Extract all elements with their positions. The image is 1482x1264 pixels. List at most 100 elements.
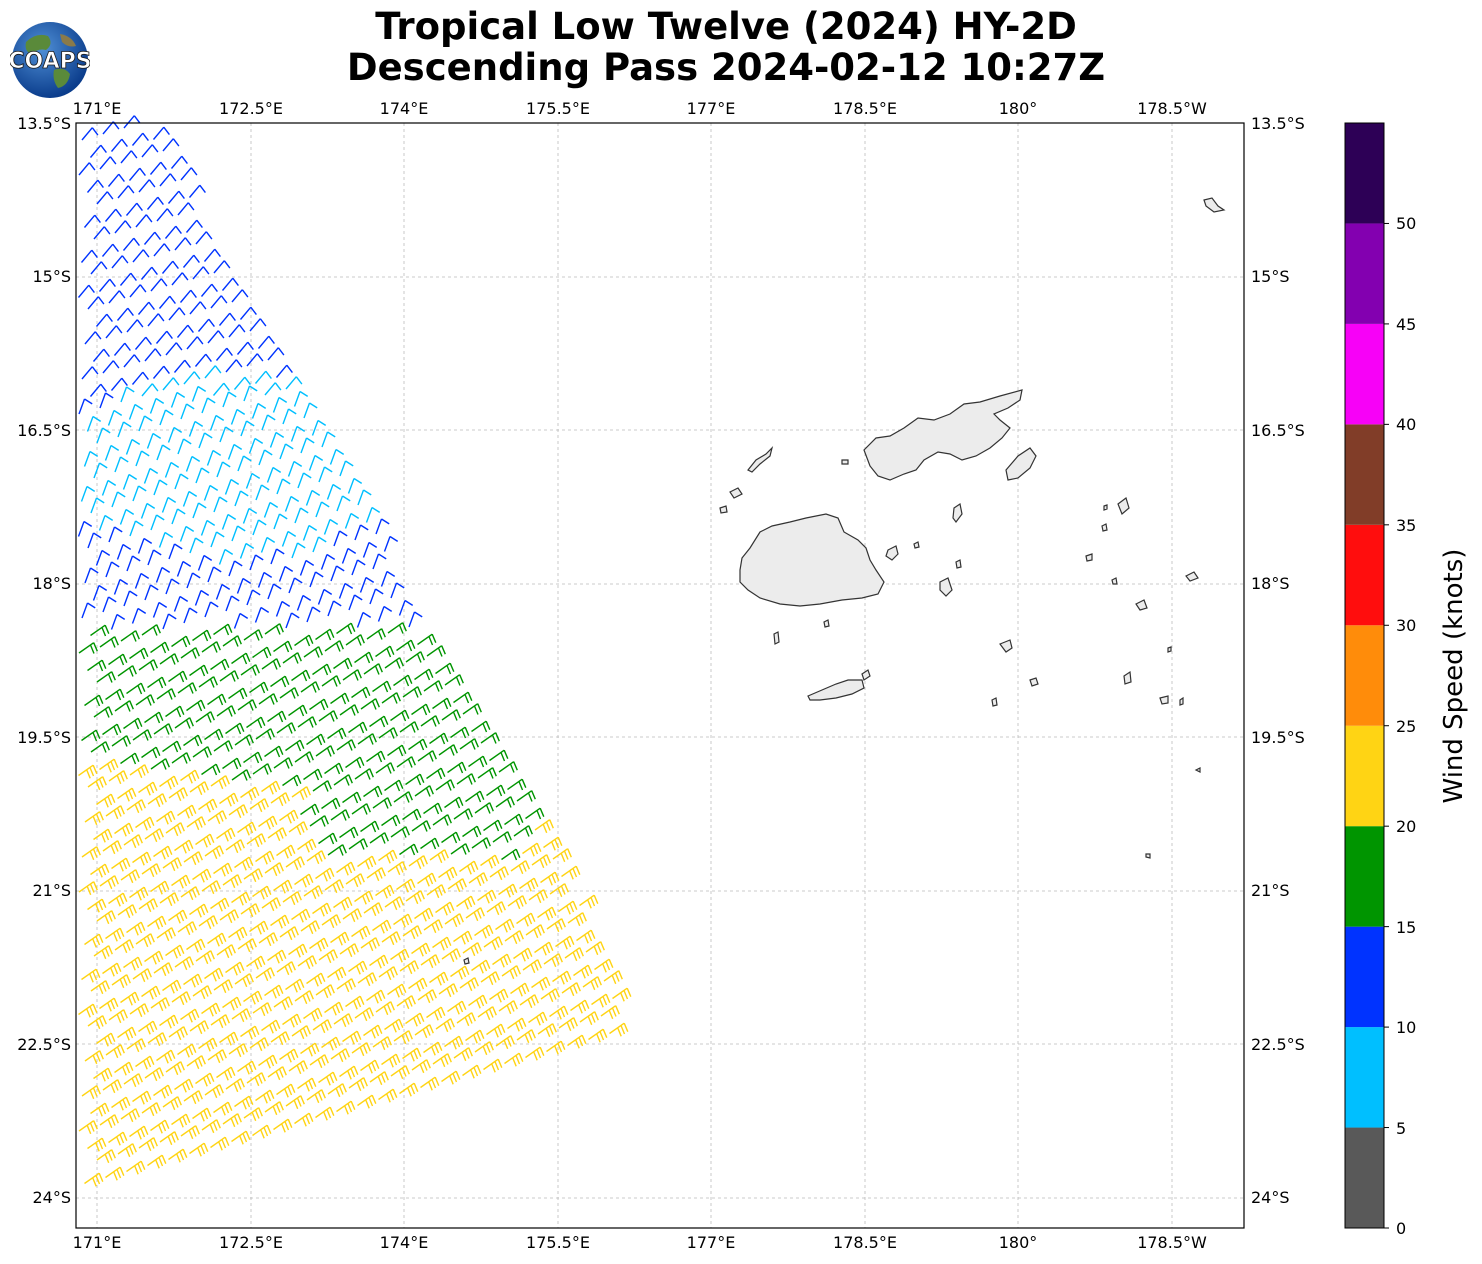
wind-barb — [108, 1009, 128, 1024]
wind-barb — [441, 709, 461, 721]
wind-barb — [210, 775, 230, 790]
wind-barb — [326, 483, 342, 500]
wind-barb — [234, 973, 254, 988]
wind-barb — [93, 1067, 113, 1082]
wind-barb — [219, 1031, 239, 1046]
colorbar-tick-label: 15 — [1396, 918, 1416, 937]
wind-barb — [423, 1041, 443, 1056]
wind-barb — [483, 936, 503, 951]
wind-barb — [330, 692, 350, 705]
wind-barb — [312, 780, 332, 792]
wind-barb — [81, 729, 101, 742]
wind-barb — [206, 449, 222, 466]
wind-barb — [477, 889, 497, 904]
wind-barb — [119, 272, 137, 286]
wind-barb — [318, 949, 338, 964]
wind-barb — [327, 727, 347, 740]
wind-barb — [263, 501, 279, 518]
wind-barb — [579, 894, 599, 909]
wind-barb — [213, 623, 233, 636]
wind-barb — [129, 520, 144, 537]
wind-barb — [378, 727, 398, 739]
wind-barb — [309, 1054, 329, 1069]
wind-barb — [384, 1018, 404, 1033]
wind-barb — [236, 341, 254, 355]
wind-barb — [294, 1112, 314, 1127]
wind-barb — [195, 467, 210, 484]
wind-barb — [228, 687, 248, 700]
wind-barb — [405, 773, 425, 786]
wind-barb — [201, 1002, 221, 1017]
wind-barb — [254, 370, 272, 384]
wind-barb — [309, 815, 329, 827]
small-islands — [463, 197, 1226, 965]
taveuni-island — [1005, 447, 1037, 481]
wind-barb — [498, 1000, 518, 1015]
wind-barb — [150, 997, 170, 1012]
wind-barb — [204, 1084, 224, 1099]
wind-barb — [327, 844, 347, 856]
wind-barb — [459, 860, 479, 875]
wind-barb — [252, 885, 272, 900]
wind-barb — [192, 1107, 212, 1122]
wind-barb — [213, 1101, 233, 1116]
wind-barb — [240, 786, 260, 801]
wind-barb — [414, 1024, 434, 1039]
wind-barb — [222, 874, 242, 889]
coaps-logo: COAPS — [10, 22, 90, 98]
wind-barb — [219, 792, 239, 807]
wind-barb — [78, 162, 96, 176]
wind-barb — [189, 664, 209, 677]
wind-barb — [132, 1090, 152, 1105]
land-layer — [463, 197, 1226, 965]
kadavu-island — [807, 669, 871, 701]
wind-barb — [225, 595, 240, 612]
wind-barb — [99, 156, 117, 170]
wind-barb — [162, 740, 182, 753]
wind-barb — [333, 530, 348, 547]
wind-barb — [225, 1078, 245, 1093]
wind-barb — [174, 237, 192, 251]
wind-barb — [501, 965, 521, 980]
colorbar-tick-label: 30 — [1396, 616, 1416, 635]
wind-barb — [147, 1032, 167, 1047]
wind-barb — [161, 496, 177, 513]
wind-barb — [153, 1084, 173, 1099]
wind-barb — [441, 948, 461, 963]
wind-barb — [468, 994, 488, 1009]
lon-label-bottom: 174°E — [380, 1233, 429, 1252]
wind-barb — [348, 960, 368, 975]
wind-barb — [269, 431, 285, 448]
wind-barb — [377, 605, 393, 622]
wind-barb — [126, 319, 144, 333]
wind-barb — [138, 659, 158, 671]
wind-barb — [180, 167, 198, 181]
wind-barb — [380, 570, 396, 587]
wind-barb — [354, 651, 374, 664]
wind-barb — [480, 854, 500, 869]
wind-barb — [399, 721, 419, 733]
vanua-levu-island — [863, 389, 1023, 481]
wind-barb — [402, 686, 422, 698]
wind-barb — [246, 353, 264, 367]
lat-label-left: 24°S — [32, 1188, 71, 1207]
wind-barb — [270, 914, 290, 929]
wind-barb — [234, 490, 249, 507]
wind-barb — [198, 915, 218, 930]
wind-barb — [375, 518, 390, 535]
wind-barb — [164, 461, 180, 478]
wind-barb — [207, 810, 227, 825]
wind-barb — [225, 359, 243, 373]
wind-barb — [198, 432, 213, 449]
wind-barb — [387, 744, 407, 757]
wind-barb — [153, 243, 171, 257]
wind-barb — [81, 366, 99, 380]
wind-barb — [348, 838, 368, 850]
wind-barb — [149, 397, 165, 414]
title-line-2: Descending Pass 2024-02-12 10:27Z — [346, 46, 1106, 89]
wind-barb — [303, 885, 323, 900]
colorbar-tick-label: 50 — [1396, 214, 1416, 233]
wind-barb — [570, 999, 590, 1014]
wind-barb — [267, 583, 282, 600]
